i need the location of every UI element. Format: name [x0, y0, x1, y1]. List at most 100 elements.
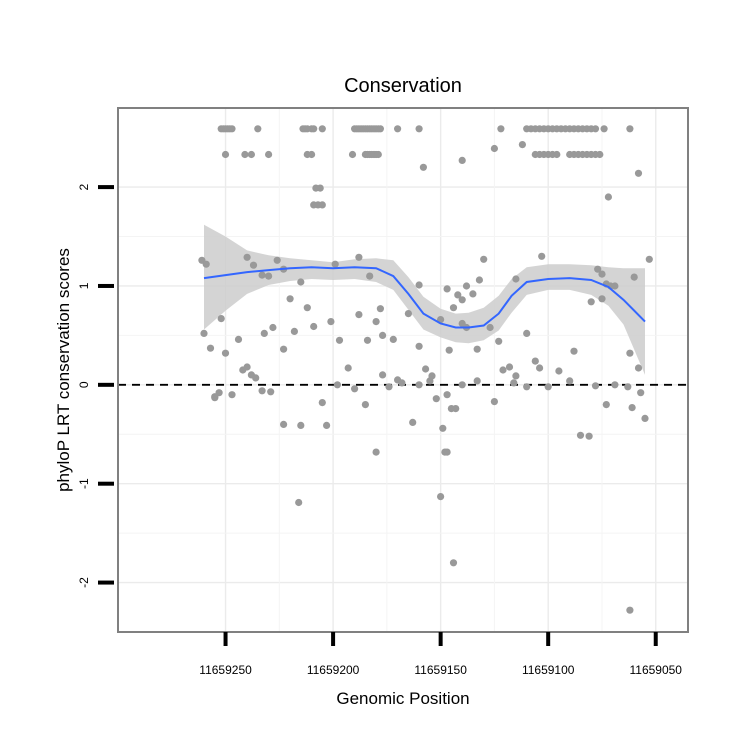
data-point: [611, 381, 619, 389]
data-point: [379, 331, 387, 339]
data-point: [576, 431, 585, 439]
data-point: [473, 345, 481, 353]
data-point: [480, 255, 488, 263]
x-tick-label: 11659100: [522, 663, 575, 677]
data-point: [200, 329, 208, 337]
data-point: [267, 388, 275, 396]
data-point: [372, 448, 380, 456]
data-point: [308, 150, 316, 159]
data-point: [634, 364, 643, 372]
data-point: [409, 418, 417, 426]
data-point: [376, 305, 384, 313]
data-point: [512, 275, 520, 283]
data-point: [432, 395, 440, 403]
data-point: [462, 282, 471, 290]
data-point: [206, 344, 215, 352]
data-point: [318, 399, 326, 407]
data-point: [591, 382, 600, 390]
data-point: [254, 125, 262, 133]
data-point: [626, 125, 634, 133]
data-point: [249, 261, 258, 269]
data-point: [555, 367, 563, 375]
y-axis-title: phyloP LRT conservation scores: [54, 248, 73, 492]
data-point: [331, 260, 339, 268]
chart-title: Conservation: [344, 75, 462, 97]
data-point: [217, 315, 225, 323]
data-point: [518, 141, 527, 149]
data-point: [376, 125, 384, 133]
data-point: [202, 260, 210, 268]
data-point: [361, 401, 369, 409]
data-point: [228, 125, 236, 133]
data-point: [637, 389, 645, 397]
data-point: [258, 387, 266, 395]
data-point: [239, 366, 247, 374]
data-point: [611, 282, 619, 290]
data-point: [510, 379, 518, 387]
data-point: [344, 364, 352, 372]
data-point: [439, 424, 447, 432]
data-point: [570, 347, 578, 355]
data-point: [587, 298, 595, 306]
data-point: [634, 169, 643, 177]
data-point: [415, 281, 423, 289]
data-point: [512, 372, 520, 380]
data-point: [544, 383, 552, 391]
data-point: [355, 311, 363, 319]
data-point: [600, 125, 608, 133]
data-point: [591, 125, 600, 133]
data-point: [297, 278, 305, 286]
data-point: [443, 391, 451, 399]
y-tick-label: -1: [77, 478, 91, 489]
data-point: [598, 270, 606, 278]
data-point: [303, 304, 311, 312]
data-point: [594, 265, 602, 273]
data-point: [234, 335, 243, 343]
data-point: [458, 156, 466, 164]
data-point: [645, 255, 653, 263]
data-point: [626, 606, 634, 614]
data-point: [398, 379, 406, 387]
data-point: [273, 256, 281, 264]
data-point: [241, 150, 249, 159]
data-point: [585, 432, 593, 440]
data-point: [335, 336, 344, 344]
data-point: [598, 295, 606, 303]
data-point: [374, 150, 382, 159]
points-layer: [198, 125, 653, 614]
data-point: [221, 150, 230, 159]
data-point: [379, 371, 387, 379]
data-point: [602, 401, 610, 409]
data-point: [258, 271, 266, 279]
data-point: [490, 398, 498, 406]
data-point: [355, 253, 363, 261]
grid-layer: [118, 108, 688, 632]
data-point: [290, 327, 298, 335]
data-point: [389, 335, 397, 343]
data-point: [318, 125, 326, 133]
data-point: [628, 404, 636, 412]
data-point: [415, 125, 423, 133]
data-point: [327, 318, 335, 326]
data-point: [422, 365, 430, 373]
data-point: [394, 125, 402, 133]
data-point: [310, 322, 318, 331]
y-tick-label: 1: [77, 282, 91, 289]
data-point: [404, 310, 412, 318]
data-point: [538, 252, 546, 260]
data-point: [372, 318, 380, 326]
data-point: [495, 337, 503, 345]
axes-layer: 11659250 11659200 11659150 11659100 11659050…: [77, 183, 682, 677]
data-point: [531, 357, 539, 365]
data-point: [265, 272, 273, 280]
data-point: [475, 276, 483, 284]
panel-border: [117, 107, 689, 633]
data-point: [221, 349, 230, 357]
data-point: [415, 381, 423, 389]
data-point: [419, 163, 427, 171]
data-point: [443, 285, 451, 293]
data-point: [499, 366, 507, 374]
data-point: [443, 448, 451, 456]
data-point: [458, 381, 466, 389]
